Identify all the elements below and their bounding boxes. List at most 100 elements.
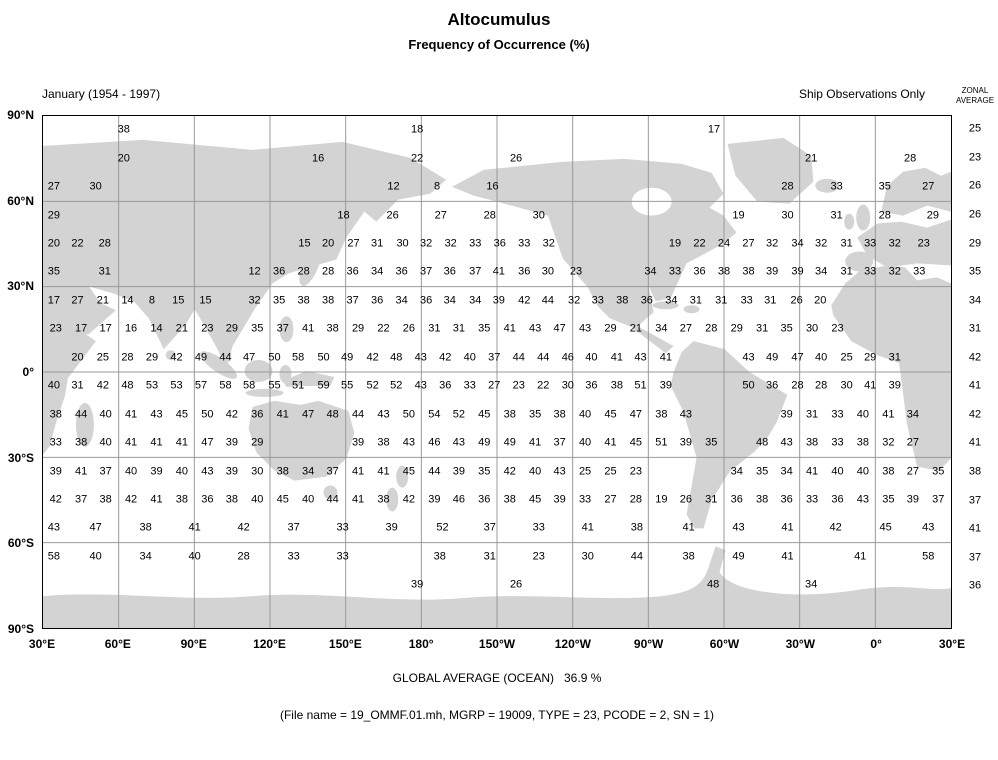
grid-value: 30 [581, 550, 594, 563]
landmass-africa-west [831, 265, 951, 471]
grid-value: 31 [764, 294, 777, 307]
grid-value: 34 [443, 294, 456, 307]
grid-value: 43 [529, 322, 542, 335]
landmass-borneo [244, 360, 273, 382]
grid-value: 43 [732, 521, 745, 534]
grid-value: 40 [99, 436, 112, 449]
grid-value: 35 [478, 322, 491, 335]
grid-value: 20 [47, 237, 61, 250]
grid-value: 45 [604, 408, 617, 421]
grid-value: 36 [251, 408, 264, 421]
grid-value: 44 [219, 351, 232, 364]
grid-value: 38 [610, 379, 623, 392]
grid-value: 14 [121, 294, 134, 307]
grid-value: 34 [371, 265, 384, 278]
grid-value: 25 [840, 351, 853, 364]
grid-value: 25 [604, 465, 617, 478]
grid-value: 43 [679, 408, 692, 421]
zonal-average-value: 36 [968, 579, 982, 592]
grid-value: 36 [272, 265, 286, 278]
grid-value: 58 [922, 550, 935, 563]
grid-value: 38 [882, 465, 895, 478]
lon-tick-label: 120°E [253, 637, 286, 651]
grid-value: 37 [469, 265, 482, 278]
grid-value: 19 [732, 209, 745, 222]
grid-value: 58 [219, 379, 232, 392]
lon-tick-label: 180° [408, 637, 434, 651]
grid-value: 43 [201, 465, 214, 478]
grid-value: 39 [492, 294, 505, 307]
grid-value: 45 [879, 521, 892, 534]
grid-value: 44 [428, 465, 441, 478]
grid-value: 18 [410, 123, 424, 136]
grid-value: 41 [805, 465, 819, 478]
grid-value: 27 [604, 493, 617, 506]
grid-value: 34 [469, 294, 482, 307]
grid-value: 23 [512, 379, 525, 392]
grid-value: 17 [707, 123, 721, 136]
grid-value: 43 [414, 379, 427, 392]
zonal-average-value: 41 [968, 379, 982, 392]
grid-value: 31 [428, 322, 441, 335]
grid-value: 49 [732, 550, 745, 563]
file-info-label: (File name = 19_OMMF.01.mh, MGRP = 19009… [279, 708, 715, 722]
grid-value: 40 [175, 465, 189, 478]
grid-value: 50 [268, 351, 281, 364]
grid-value: 38 [616, 294, 629, 307]
grid-value: 47 [302, 408, 315, 421]
grid-value: 39 [791, 265, 804, 278]
landmass-south-america [670, 341, 788, 529]
grid-value: 12 [248, 265, 261, 278]
lon-tick-label: 150°E [328, 637, 362, 651]
grid-value: 37 [326, 465, 339, 478]
grid-value: 59 [317, 379, 330, 392]
zonal-average-value: 42 [968, 408, 982, 421]
grid-value: 35 [780, 322, 793, 335]
grid-value: 33 [463, 379, 476, 392]
grid-value: 30 [561, 379, 574, 392]
lon-tick-label: 150°W [478, 637, 516, 651]
grid-value: 37 [488, 351, 501, 364]
grid-value: 33 [287, 550, 300, 563]
grid-value: 35 [756, 465, 769, 478]
grid-value: 31 [71, 379, 84, 392]
grid-value: 23 [831, 322, 844, 335]
grid-value: 38 [630, 521, 643, 534]
grid-value: 19 [655, 493, 668, 506]
grid-value: 42 [503, 465, 516, 478]
grid-value: 31 [452, 322, 465, 335]
grid-value: 40 [89, 550, 102, 563]
grid-value: 41 [610, 351, 623, 364]
grid-value: 47 [242, 351, 256, 364]
grid-value: 21 [805, 152, 818, 165]
grid-value: 45 [478, 408, 491, 421]
lon-tick-label: 120°W [554, 637, 591, 651]
grid-value: 33 [578, 493, 592, 506]
grid-value: 25 [578, 465, 592, 478]
grid-value: 29 [251, 436, 264, 449]
grid-value: 43 [856, 493, 870, 506]
grid-value: 40 [529, 465, 542, 478]
grid-value: 30 [396, 237, 409, 250]
grid-value: 17 [47, 294, 61, 307]
landmass-australia [248, 400, 355, 481]
grid-value: 29 [604, 322, 617, 335]
grid-value: 36 [640, 294, 653, 307]
grid-value: 33 [668, 265, 682, 278]
grid-value: 29 [351, 322, 365, 335]
grid-value: 27 [71, 294, 84, 307]
grid-value: 30 [840, 379, 853, 392]
grid-value: 36 [346, 265, 359, 278]
grid-value: 52 [390, 379, 403, 392]
zonal-average-column: 25 23 26 26 29 35 34 31 42 41 42 41 38 37 41 37 36 [952, 115, 998, 629]
grid-value: 33 [532, 521, 545, 534]
grid-value: 36 [585, 379, 598, 392]
grid-value: 28 [297, 265, 310, 278]
grid-value: 41 [581, 521, 594, 534]
grid-value: 18 [337, 209, 350, 222]
grid-value: 52 [436, 521, 449, 534]
grid-value: 33 [518, 237, 531, 250]
grid-value: 39 [150, 465, 163, 478]
zonal-average-value: 26 [968, 208, 982, 221]
grid-value: 38 [433, 550, 446, 563]
